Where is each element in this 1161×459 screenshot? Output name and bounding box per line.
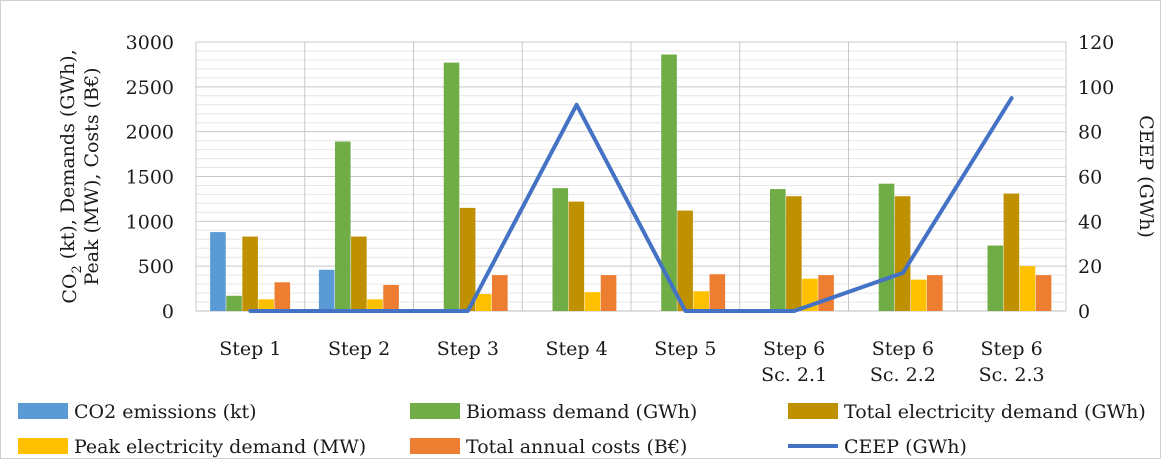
bar bbox=[475, 293, 492, 311]
bar bbox=[242, 236, 258, 311]
x-tick-label: Step 4 bbox=[546, 338, 608, 360]
legend-swatch bbox=[410, 438, 460, 454]
bar bbox=[334, 141, 351, 311]
y-axis-title-subscript: 2 bbox=[70, 265, 85, 273]
y-axis-title-rest: (kt), Demands (GWh), bbox=[57, 49, 79, 265]
bar bbox=[894, 196, 911, 311]
bar bbox=[274, 282, 291, 311]
bar bbox=[226, 295, 242, 311]
bar bbox=[600, 275, 617, 311]
y-axis-title-line2: Peak (MW), Costs (B€) bbox=[81, 68, 103, 286]
y-tick-label: 2500 bbox=[126, 77, 174, 99]
bar bbox=[661, 54, 677, 311]
x-tick-label: Sc. 2.3 bbox=[979, 364, 1045, 386]
bar bbox=[258, 299, 275, 311]
bar bbox=[910, 279, 927, 311]
legend-label: Total annual costs (B€) bbox=[466, 436, 687, 458]
bar bbox=[818, 275, 834, 311]
x-axis-ticks: Step 1 Step 2 Step 3 Step 4 Step 5 Step 6 Sc. … bbox=[219, 338, 1044, 386]
y2-tick-label: 120 bbox=[1078, 32, 1114, 54]
bar bbox=[443, 62, 460, 311]
bar bbox=[677, 210, 693, 311]
y-tick-label: 2000 bbox=[126, 122, 174, 144]
y2-tick-label: 20 bbox=[1078, 256, 1102, 278]
left-axis-ticks: 0 500 1000 1500 2000 2500 3000 bbox=[126, 32, 174, 323]
y2-tick-label: 0 bbox=[1078, 301, 1090, 323]
bar bbox=[459, 207, 476, 311]
bar bbox=[786, 196, 802, 311]
bar bbox=[1035, 275, 1052, 311]
y2-axis-title: CEEP (GWh) bbox=[1135, 115, 1157, 238]
y2-tick-label: 100 bbox=[1078, 77, 1114, 99]
bar bbox=[769, 189, 786, 311]
legend-label: Total electricity demand (GWh) bbox=[844, 401, 1146, 423]
legend: CO2 emissions (kt) Biomass demand (GWh) To… bbox=[18, 401, 1146, 458]
x-tick-label: Sc. 2.2 bbox=[870, 364, 936, 386]
y2-tick-label: 40 bbox=[1078, 211, 1102, 233]
legend-label: Biomass demand (GWh) bbox=[466, 401, 697, 423]
x-tick-label: Step 6 bbox=[981, 338, 1043, 360]
legend-label: CEEP (GWh) bbox=[844, 436, 967, 458]
y-tick-label: 3000 bbox=[126, 32, 174, 54]
y-axis-title: CO2 (kt), Demands (GWh),Peak (MW), Costs… bbox=[57, 49, 103, 303]
bar bbox=[584, 292, 601, 311]
x-tick-label: Step 5 bbox=[654, 338, 716, 360]
x-tick-label: Step 6 bbox=[872, 338, 934, 360]
legend-swatch bbox=[18, 438, 68, 454]
legend-swatch bbox=[410, 403, 460, 419]
legend-label: Peak electricity demand (MW) bbox=[74, 436, 366, 458]
y2-tick-label: 80 bbox=[1078, 122, 1102, 144]
bar bbox=[568, 201, 585, 311]
y2-tick-label: 60 bbox=[1078, 167, 1102, 189]
bar bbox=[318, 269, 335, 311]
bar bbox=[552, 188, 569, 311]
bar bbox=[693, 291, 710, 311]
bar bbox=[1003, 193, 1020, 311]
bar bbox=[210, 232, 226, 311]
bar bbox=[492, 275, 508, 311]
bar bbox=[709, 274, 726, 311]
x-tick-label: Step 1 bbox=[219, 338, 281, 360]
y-axis-title-co: CO bbox=[59, 274, 81, 304]
x-tick-label: Sc. 2.1 bbox=[761, 364, 827, 386]
x-tick-label: Step 6 bbox=[763, 338, 825, 360]
x-tick-label: Step 2 bbox=[328, 338, 390, 360]
y-tick-label: 0 bbox=[162, 301, 174, 323]
bar bbox=[878, 183, 895, 311]
y-tick-label: 500 bbox=[138, 256, 174, 278]
legend-swatch bbox=[788, 403, 838, 419]
bar bbox=[367, 299, 383, 311]
y-tick-label: 1500 bbox=[126, 167, 174, 189]
ceep-line bbox=[248, 96, 1014, 313]
right-axis-ticks: 0 20 40 60 80 100 120 bbox=[1078, 32, 1114, 323]
line-series bbox=[248, 96, 1014, 313]
legend-swatch bbox=[18, 403, 68, 419]
bar bbox=[351, 236, 367, 311]
x-tick-label: Step 3 bbox=[437, 338, 499, 360]
bar bbox=[987, 245, 1004, 311]
bar bbox=[927, 275, 943, 311]
bar bbox=[383, 284, 399, 311]
y-tick-label: 1000 bbox=[126, 211, 174, 233]
legend-label: CO2 emissions (kt) bbox=[74, 401, 257, 423]
bar bbox=[1019, 266, 1036, 311]
